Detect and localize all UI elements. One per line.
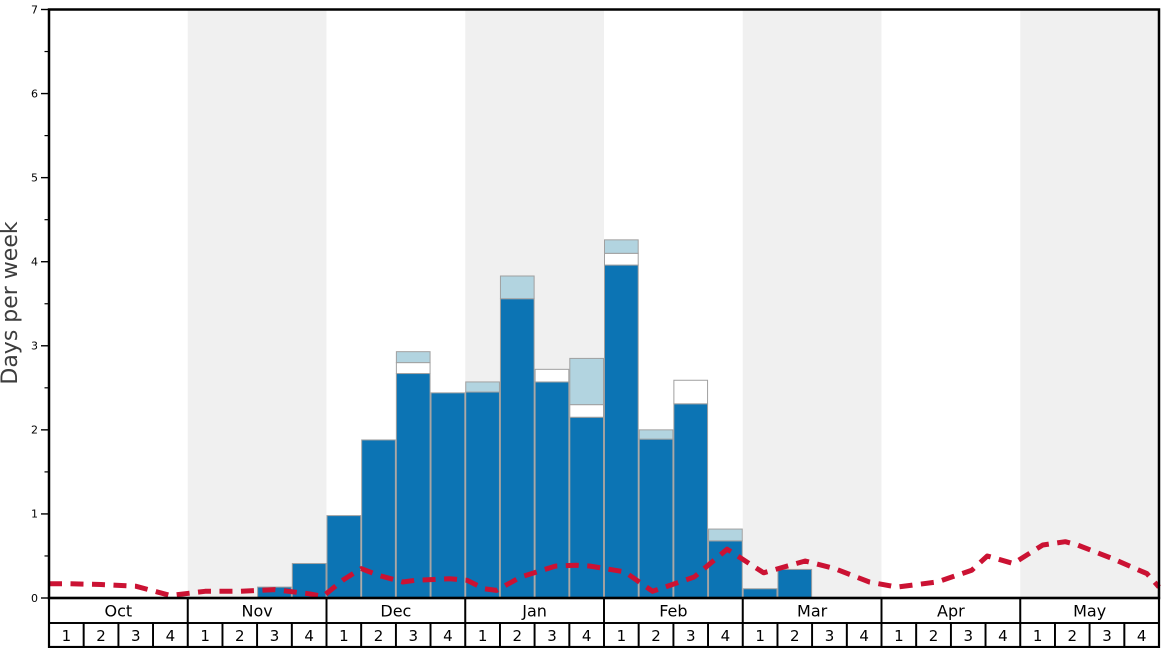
bar-segment-light-snow-light-blue: [499, 275, 535, 300]
week-label: 2: [235, 627, 245, 645]
month-label: Jan: [521, 602, 547, 621]
bar-segment-heavy-snow-dark-blue: [465, 391, 500, 599]
bar-segment-heavy-snow-dark-blue: [430, 392, 466, 599]
y-tick-label: 0: [31, 592, 38, 605]
week-label: 1: [894, 627, 904, 645]
month-band: [1020, 9, 1159, 598]
average-red-dashed-line: [49, 539, 1161, 599]
bar-segment-light-snow-light-blue: [395, 351, 431, 364]
y-tick-label: 2: [31, 424, 38, 437]
bar-segment-light-snow-light-blue: [465, 381, 500, 393]
month-label: Oct: [105, 602, 133, 621]
week-label: 3: [547, 627, 557, 645]
bar-segment-heavy-snow-dark-blue: [777, 568, 813, 599]
bars-layer: [257, 239, 813, 599]
bar-segment-light-snow-light-blue: [638, 429, 674, 440]
week-label: 1: [200, 627, 210, 645]
week-label: 2: [1068, 627, 1078, 645]
red-dashed-line-layer: [49, 539, 1161, 599]
bar-segment-heavy-snow-dark-blue: [361, 439, 396, 599]
week-label: 3: [963, 627, 973, 645]
week-label: 4: [859, 627, 869, 645]
bar-segment-heavy-snow-dark-blue: [638, 438, 674, 599]
week-label: 2: [651, 627, 661, 645]
bar-segment-moderate-snow-white: [534, 368, 570, 383]
y-axis-layer: 0 1 2 3 4 5 6 7: [31, 3, 49, 605]
month-label: Nov: [242, 602, 273, 621]
week-label: 1: [755, 627, 765, 645]
week-label: 2: [374, 627, 384, 645]
week-label: 4: [582, 627, 592, 645]
y-tick-label: 7: [31, 3, 38, 16]
bar-segment-heavy-snow-dark-blue: [326, 515, 362, 599]
x-table-outline: [47, 596, 1161, 649]
week-label: 2: [513, 627, 523, 645]
y-axis-title: Days per week: [0, 221, 23, 384]
bar-segment-heavy-snow-dark-blue: [395, 373, 431, 599]
month-label: Feb: [659, 602, 687, 621]
bar-segment-heavy-snow-dark-blue: [673, 403, 709, 599]
x-axis-table-layer: Oct 1 2 3 4 Nov 1 2 3 4 Dec 1 2 3 4 Jan 1 2 3 4 Feb 1 2 3 4 Mar 1 2…: [47, 596, 1161, 649]
bar-segment-heavy-snow-dark-blue: [604, 264, 639, 599]
bar-segment-moderate-snow-white: [569, 404, 604, 418]
bar-segment-moderate-snow-white: [673, 379, 709, 405]
week-label: 4: [721, 627, 731, 645]
week-label: 1: [1033, 627, 1043, 645]
week-label: 2: [790, 627, 800, 645]
week-label: 3: [270, 627, 280, 645]
month-band: [742, 9, 882, 598]
week-label: 3: [686, 627, 696, 645]
bar-segment-heavy-snow-dark-blue: [569, 416, 604, 599]
bar-segment-light-snow-light-blue: [569, 357, 604, 406]
month-label: Apr: [937, 602, 965, 621]
week-label: 2: [929, 627, 939, 645]
bar-segment-heavy-snow-dark-blue: [499, 298, 535, 599]
week-label: 1: [62, 627, 72, 645]
week-label: 3: [408, 627, 418, 645]
week-label: 2: [96, 627, 106, 645]
week-label: 1: [339, 627, 349, 645]
week-label: 3: [131, 627, 141, 645]
y-tick-label: 6: [31, 87, 38, 100]
bar-segment-heavy-snow-dark-blue: [742, 588, 778, 599]
bar-segment-light-snow-light-blue: [708, 528, 743, 542]
week-label: 4: [443, 627, 453, 645]
bar-segment-moderate-snow-white: [395, 362, 431, 375]
week-label: 4: [998, 627, 1008, 645]
month-label: May: [1073, 602, 1106, 621]
y-tick-label: 3: [31, 340, 38, 353]
y-tick-label: 4: [31, 256, 38, 269]
week-label: 4: [166, 627, 176, 645]
week-label: 4: [1137, 627, 1147, 645]
month-band: [187, 9, 327, 598]
week-label: 4: [304, 627, 314, 645]
y-tick-label: 1: [31, 508, 38, 521]
week-label: 1: [617, 627, 627, 645]
bar-segment-light-snow-light-blue: [604, 239, 639, 254]
week-label: 3: [825, 627, 835, 645]
month-label: Mar: [797, 602, 828, 621]
month-label: Dec: [380, 602, 411, 621]
y-tick-label: 5: [31, 171, 38, 184]
week-label: 1: [478, 627, 488, 645]
bar-segment-moderate-snow-white: [604, 252, 639, 266]
week-label: 3: [1102, 627, 1112, 645]
